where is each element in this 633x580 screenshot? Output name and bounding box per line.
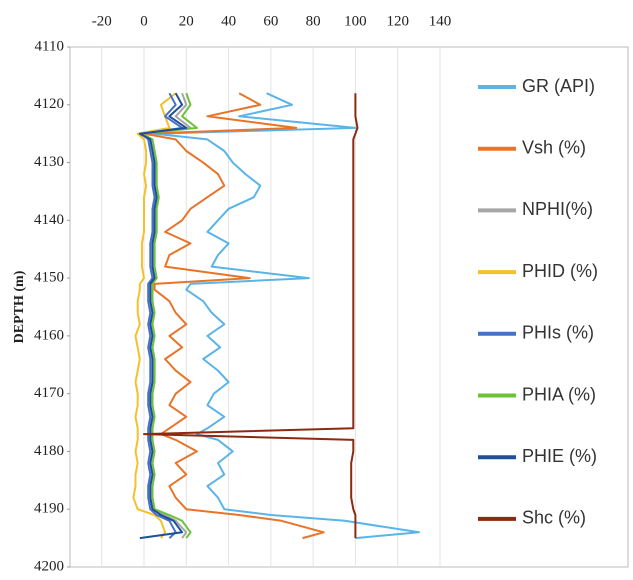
legend-label: PHIs (%) — [522, 323, 594, 343]
series-line — [143, 92, 325, 540]
x-tick-label: 20 — [179, 13, 194, 29]
x-tick-label: -20 — [92, 13, 112, 29]
y-tick-label: 4120 — [34, 96, 64, 112]
y-tick-label: 4180 — [34, 443, 64, 459]
legend-label: Vsh (%) — [522, 137, 586, 157]
legend-label: PHIE (%) — [522, 446, 597, 466]
legend-label: PHIA (%) — [522, 384, 596, 404]
series-line — [140, 92, 184, 539]
legend-label: PHID (%) — [522, 261, 598, 281]
x-tick-label: 60 — [263, 13, 278, 29]
x-tick-label: 120 — [386, 13, 409, 29]
series-line — [132, 92, 177, 539]
y-tick-label: 4130 — [34, 154, 64, 170]
x-tick-label: 80 — [306, 13, 321, 29]
y-tick-label: 4140 — [34, 212, 64, 228]
plot-frame — [69, 46, 629, 568]
y-tick-label: 4160 — [34, 327, 64, 343]
series-line — [143, 93, 359, 539]
series-line — [138, 92, 188, 540]
y-axis-label: DEPTH (m) — [12, 270, 27, 343]
legend-label: Shc (%) — [522, 508, 586, 528]
y-tick-label: 4200 — [34, 558, 64, 574]
legend-label: GR (API) — [522, 76, 595, 96]
x-tick-label: 140 — [429, 13, 452, 29]
series-line — [153, 92, 420, 540]
x-tick-label: 100 — [344, 13, 367, 29]
y-tick-label: 4150 — [34, 270, 64, 286]
legend-label: NPHI(%) — [522, 199, 593, 219]
y-tick-label: 4190 — [34, 501, 64, 517]
y-tick-label: 4110 — [35, 38, 64, 54]
y-tick-label: 4170 — [34, 385, 64, 401]
x-tick-label: 40 — [221, 13, 236, 29]
series-line — [140, 92, 198, 539]
x-tick-label: 0 — [140, 13, 148, 29]
